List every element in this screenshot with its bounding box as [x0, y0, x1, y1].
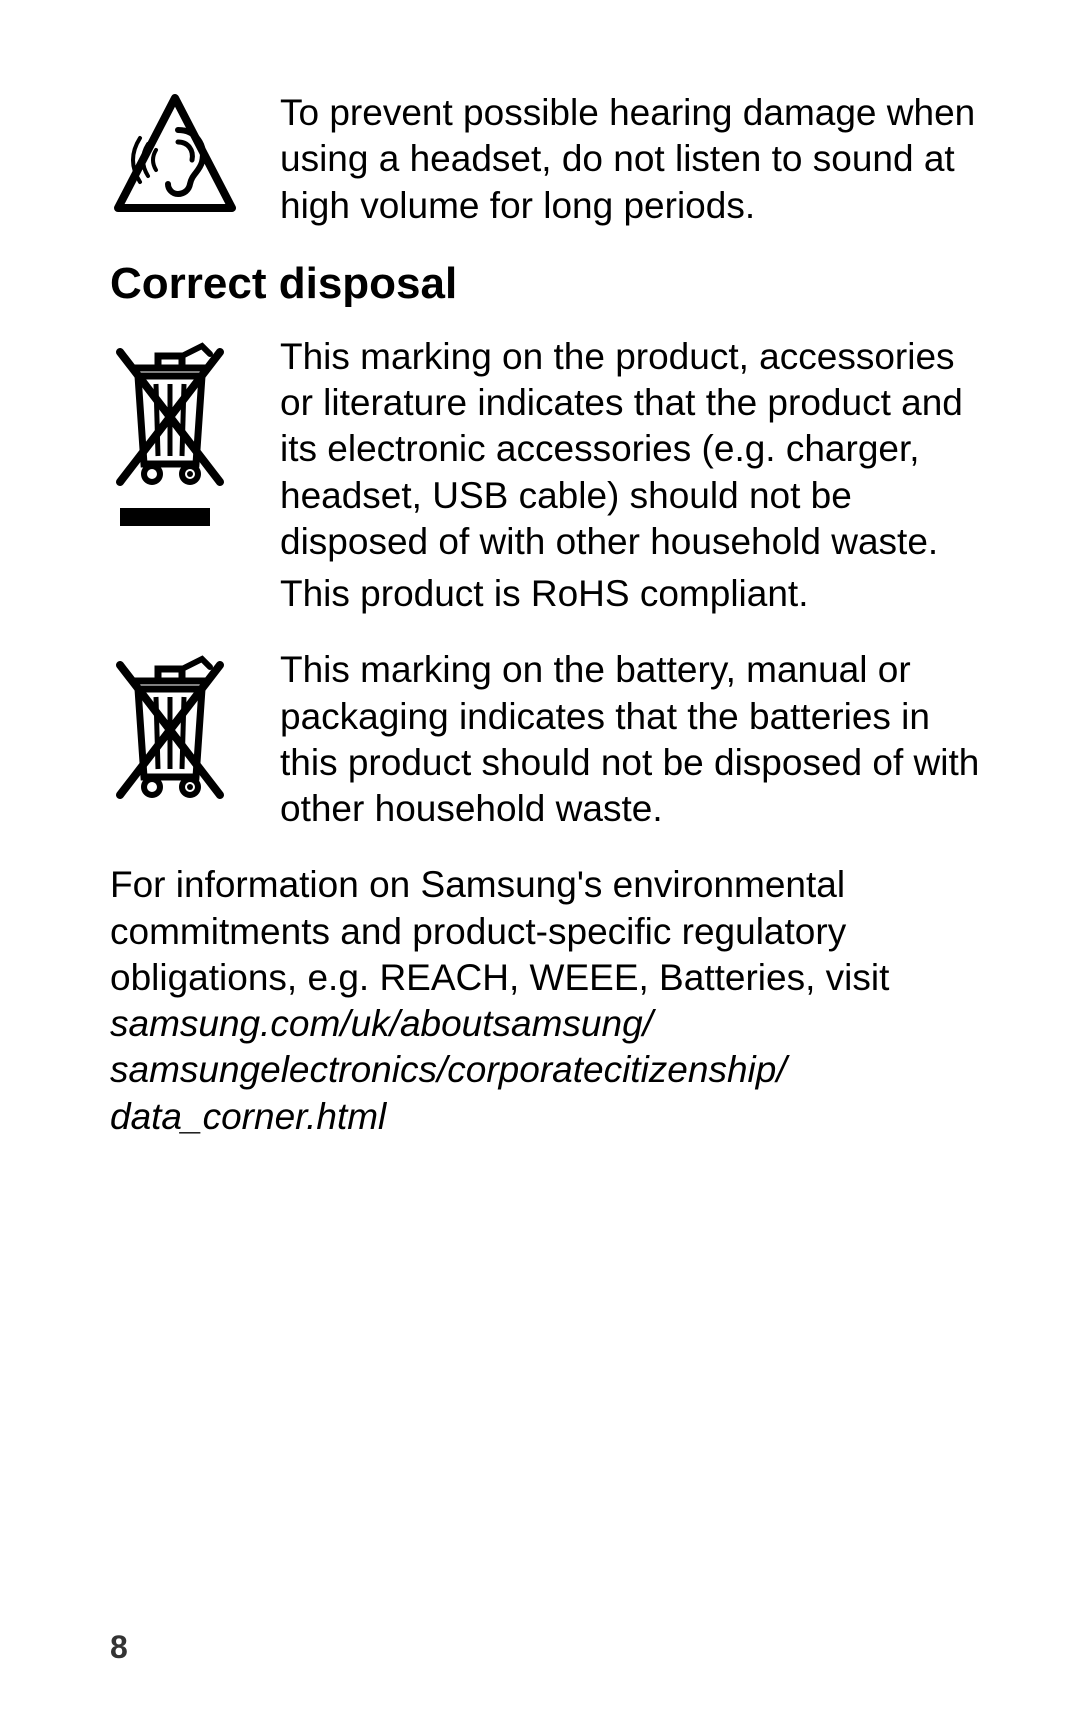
footer-paragraph: For information on Samsung's environment…: [110, 862, 990, 1140]
weee-bin-battery-icon: [110, 647, 230, 807]
footer-url: samsung.com/uk/aboutsamsung/ samsungelec…: [110, 1003, 787, 1137]
weee-bar-icon: [120, 508, 210, 526]
hearing-icon-col: [110, 90, 280, 220]
page-number: 8: [110, 1629, 128, 1666]
footer-text: For information on Samsung's environment…: [110, 864, 889, 998]
weee-product-icon-col: [110, 334, 280, 526]
disposal-heading: Correct disposal: [110, 259, 990, 309]
weee-battery-icon-col: [110, 647, 280, 807]
weee-product-text-col: This marking on the product, accessories…: [280, 334, 990, 618]
weee-battery-text: This marking on the battery, manual or p…: [280, 647, 990, 832]
weee-product-text2: This product is RoHS compliant.: [280, 571, 990, 617]
weee-product-text1: This marking on the product, accessories…: [280, 334, 990, 565]
hearing-warning-icon: [110, 90, 240, 220]
weee-bin-icon: [110, 334, 230, 494]
hearing-warning-section: To prevent possible hearing damage when …: [110, 90, 990, 229]
weee-product-section: This marking on the product, accessories…: [110, 334, 990, 618]
hearing-warning-text: To prevent possible hearing damage when …: [280, 90, 990, 229]
weee-battery-section: This marking on the battery, manual or p…: [110, 647, 990, 832]
